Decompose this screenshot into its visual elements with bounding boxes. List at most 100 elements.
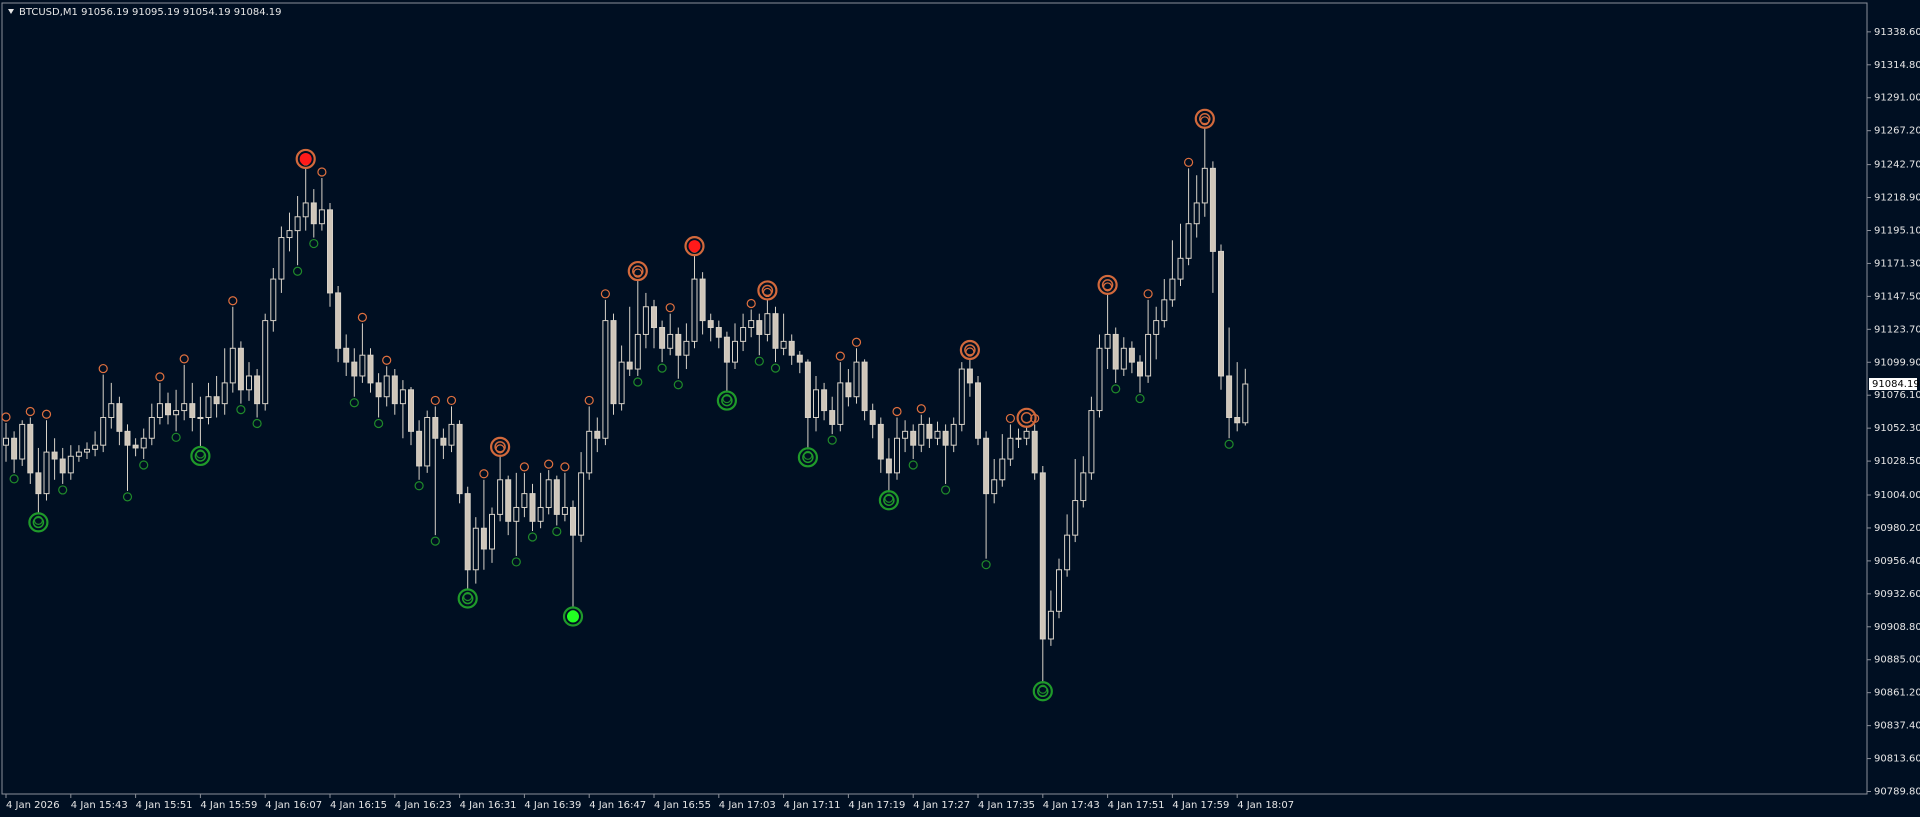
low-marker (122, 492, 133, 502)
candle-body (1112, 333, 1119, 370)
swing-low-outer (457, 588, 478, 609)
candle-body (11, 437, 18, 460)
candle-body (958, 368, 965, 425)
x-tick-label: 4 Jan 17:35 (978, 800, 1035, 811)
low-marker (1224, 439, 1234, 449)
candle-body (545, 479, 552, 508)
y-tick-label: 90932.60 (1874, 589, 1920, 600)
candle-body (165, 403, 171, 416)
y-tick-label: 91147.50 (1874, 291, 1920, 302)
candle-body (618, 361, 625, 405)
last-price-box (1869, 378, 1917, 391)
low-marker (552, 526, 562, 537)
candle-body (748, 320, 755, 329)
candle-body (229, 347, 236, 384)
high-marker (600, 289, 611, 299)
candle-body (756, 320, 763, 335)
candle-body (594, 430, 601, 439)
candle-body (246, 375, 252, 391)
high-marker (382, 355, 392, 365)
y-tick-label: 91004.00 (1874, 490, 1920, 501)
candle-body (1096, 347, 1103, 412)
candle-body (1080, 472, 1087, 502)
candle-body (1153, 320, 1160, 335)
y-tick-label: 91291.00 (1874, 93, 1920, 104)
candle-body (505, 479, 512, 522)
candle-body (448, 423, 455, 446)
candle-body (367, 354, 374, 384)
candle-body (918, 423, 925, 446)
candle-body (537, 506, 544, 522)
y-tick-label: 90789.80 (1874, 787, 1920, 798)
x-tick-label: 4 Jan 17:11 (784, 800, 841, 811)
x-tick-label: 4 Jan 17:43 (1043, 800, 1100, 811)
high-marker (1143, 289, 1153, 299)
candle-body (861, 361, 868, 412)
low-marker (673, 380, 683, 390)
candle-body (278, 237, 285, 280)
candle-body (302, 202, 309, 218)
x-tick-label: 4 Jan 17:19 (848, 800, 905, 811)
y-tick-label: 91099.90 (1874, 357, 1920, 368)
candle-body (1120, 347, 1127, 370)
candle-body (1088, 410, 1095, 474)
candle-body (343, 347, 350, 363)
candle-body (983, 437, 990, 495)
swing-low-inner (32, 516, 45, 529)
candle-body (67, 455, 74, 474)
low-marker (511, 557, 521, 567)
chart-title: BTCUSD,M1 91056.19 91095.19 91054.19 910… (19, 7, 281, 18)
candle-body (75, 451, 82, 457)
swing-high-outer (757, 280, 778, 301)
candle-body (1193, 202, 1200, 225)
candle-body (869, 410, 876, 425)
menu-triangle[interactable] (8, 9, 14, 14)
high-marker (25, 406, 35, 417)
swing-high-inner (632, 265, 644, 277)
candle-body (197, 416, 204, 419)
candle-body (991, 479, 998, 495)
y-tick-label: 90908.80 (1874, 622, 1920, 633)
candle-body (310, 202, 317, 225)
candle-body (464, 493, 471, 571)
swing-high-inner (1020, 412, 1033, 424)
y-tick-label: 91338.60 (1874, 27, 1920, 38)
extreme-high-fill (688, 240, 701, 253)
high-marker (519, 462, 530, 472)
y-tick-label: 90956.40 (1874, 556, 1920, 567)
candle-body (659, 327, 666, 349)
low-marker (827, 435, 837, 445)
high-marker (430, 395, 440, 406)
swing-low-outer (190, 445, 211, 467)
candle-body (1023, 430, 1030, 439)
candle-body (351, 361, 358, 377)
candle-body (707, 320, 714, 329)
candle-body (1226, 375, 1233, 418)
low-marker (754, 356, 764, 366)
candle-body (59, 458, 66, 474)
extreme-high-fill (299, 152, 312, 165)
low-marker (9, 474, 19, 484)
candle-body (845, 382, 852, 398)
low-marker (940, 485, 951, 495)
swing-low-inner (1037, 685, 1049, 698)
candle-body (132, 444, 139, 449)
candle-body (1218, 250, 1224, 377)
candle-body (821, 389, 828, 412)
swing-high-outer (490, 436, 511, 457)
candle-body (173, 410, 180, 416)
candle-body (926, 423, 933, 439)
swing-low-inner (721, 394, 733, 407)
candle-body (521, 493, 528, 508)
low-marker (1111, 384, 1121, 394)
candle-body (92, 444, 99, 450)
high-marker (479, 469, 489, 479)
low-marker (527, 532, 538, 542)
extreme-high-outer (295, 148, 316, 170)
candle-body (1185, 223, 1192, 259)
candle-body (829, 410, 836, 425)
swing-high-outer (627, 260, 648, 282)
y-tick-label: 91267.20 (1874, 126, 1920, 137)
swing-low-outer (1032, 681, 1053, 702)
